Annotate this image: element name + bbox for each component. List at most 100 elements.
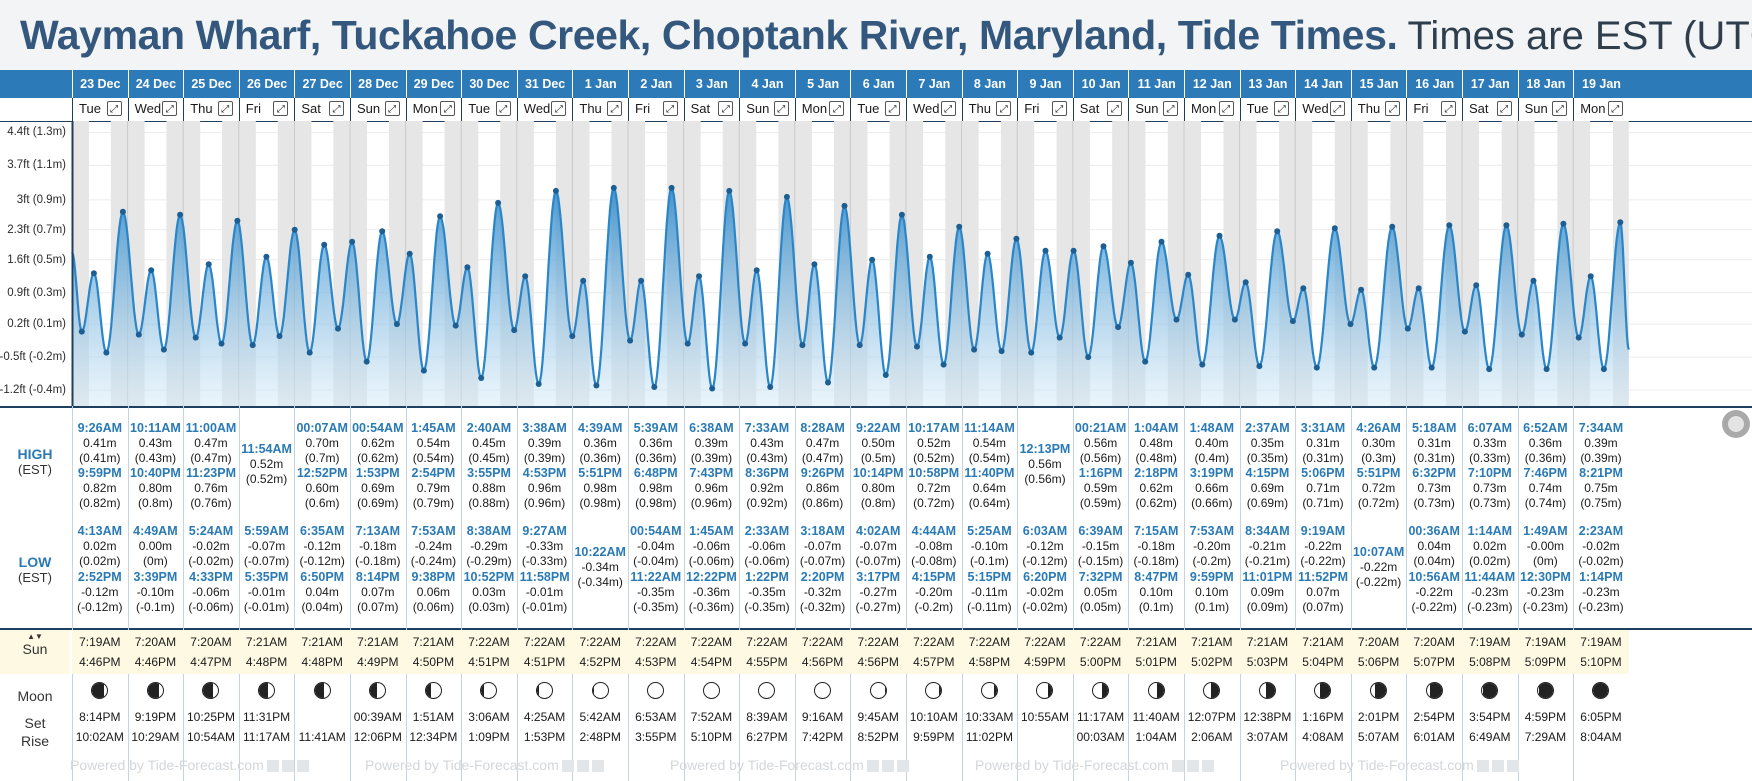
low-tide-point[interactable] <box>160 346 167 353</box>
low-tide-point[interactable] <box>1028 349 1035 356</box>
app-store-badge-icon[interactable] <box>296 760 309 773</box>
high-tide-point[interactable] <box>1473 282 1480 289</box>
high-tide-point[interactable] <box>119 208 126 215</box>
app-store-badge-icon[interactable] <box>591 760 604 773</box>
low-tide-point[interactable] <box>1486 366 1493 373</box>
high-tide-point[interactable] <box>291 226 298 233</box>
high-tide-point[interactable] <box>349 238 356 245</box>
high-tide-point[interactable] <box>926 253 933 260</box>
expand-icon[interactable]: ⤢ <box>996 101 1012 116</box>
low-tide-point[interactable] <box>856 342 863 349</box>
low-tide-point[interactable] <box>478 375 485 381</box>
expand-icon[interactable]: ⤢ <box>606 101 622 116</box>
high-tide-point[interactable] <box>1042 247 1049 254</box>
app-store-badge-icon[interactable] <box>281 760 294 773</box>
low-tide-point[interactable] <box>335 325 341 332</box>
high-tide-point[interactable] <box>1587 273 1594 280</box>
expand-icon[interactable]: ⤢ <box>273 101 289 116</box>
high-tide-point[interactable] <box>234 217 241 224</box>
high-tide-point[interactable] <box>1530 277 1537 284</box>
high-tide-point[interactable] <box>783 193 790 200</box>
expand-icon[interactable]: ⤢ <box>884 101 900 116</box>
low-tide-point[interactable] <box>1347 321 1354 328</box>
low-tide-point[interactable] <box>276 333 283 340</box>
high-tide-point[interactable] <box>1274 228 1281 235</box>
expand-icon[interactable]: ⤢ <box>1552 101 1568 116</box>
expand-icon[interactable]: ⤢ <box>773 101 789 116</box>
low-tide-point[interactable] <box>1461 328 1468 335</box>
low-tide-point[interactable] <box>1371 364 1378 371</box>
app-store-badge-icon[interactable] <box>1476 760 1489 773</box>
low-tide-point[interactable] <box>1404 325 1411 332</box>
low-tide-point[interactable] <box>593 382 600 389</box>
high-tide-point[interactable] <box>177 211 184 218</box>
low-tide-point[interactable] <box>452 322 459 329</box>
expand-icon[interactable]: ⤢ <box>217 101 233 116</box>
expand-icon[interactable]: ⤢ <box>718 101 734 116</box>
app-store-badge-icon[interactable] <box>266 760 279 773</box>
high-tide-point[interactable] <box>956 223 963 230</box>
app-store-badge-icon[interactable] <box>561 760 574 773</box>
high-tide-point[interactable] <box>1242 279 1249 286</box>
low-tide-point[interactable] <box>1173 316 1180 323</box>
high-tide-point[interactable] <box>753 267 760 274</box>
high-tide-point[interactable] <box>1013 235 1020 242</box>
expand-icon[interactable]: ⤢ <box>1385 101 1401 116</box>
app-store-badge-icon[interactable] <box>1491 760 1504 773</box>
expand-icon[interactable]: ⤢ <box>551 101 567 116</box>
low-tide-point[interactable] <box>914 343 920 350</box>
high-tide-point[interactable] <box>1358 286 1365 293</box>
app-store-badge-icon[interactable] <box>576 760 589 773</box>
low-tide-point[interactable] <box>393 321 400 328</box>
app-store-badge-icon[interactable] <box>1171 760 1184 773</box>
high-tide-point[interactable] <box>668 184 675 191</box>
high-tide-point[interactable] <box>1415 285 1422 292</box>
expand-icon[interactable]: ⤢ <box>1051 101 1067 116</box>
low-tide-point[interactable] <box>420 367 427 374</box>
high-tide-point[interactable] <box>1389 223 1396 230</box>
expand-icon[interactable]: ⤢ <box>829 101 845 116</box>
high-tide-point[interactable] <box>205 261 212 268</box>
low-tide-point[interactable] <box>1115 324 1122 331</box>
low-tide-point[interactable] <box>1543 366 1550 373</box>
high-tide-point[interactable] <box>1560 220 1567 227</box>
low-tide-point[interactable] <box>135 331 142 338</box>
expand-icon[interactable]: ⤢ <box>384 101 400 116</box>
app-store-badge-icon[interactable] <box>896 760 909 773</box>
high-tide-point[interactable] <box>1617 219 1624 226</box>
high-tide-point[interactable] <box>869 256 876 263</box>
expand-icon[interactable]: ⤢ <box>1162 101 1178 116</box>
high-tide-point[interactable] <box>726 187 733 194</box>
expand-icon[interactable]: ⤢ <box>1607 101 1623 116</box>
scroll-logo-icon[interactable] <box>1722 410 1750 438</box>
app-store-badge-icon[interactable] <box>866 760 879 773</box>
expand-icon[interactable]: ⤢ <box>1496 101 1512 116</box>
high-tide-point[interactable] <box>1503 222 1510 229</box>
low-tide-point[interactable] <box>627 337 634 344</box>
low-tide-point[interactable] <box>1142 358 1149 365</box>
expand-icon[interactable]: ⤢ <box>940 101 956 116</box>
low-tide-point[interactable] <box>651 384 658 390</box>
low-tide-point[interactable] <box>306 349 313 356</box>
high-tide-point[interactable] <box>495 199 502 206</box>
expand-icon[interactable]: ⤢ <box>662 101 678 116</box>
expand-icon[interactable]: ⤢ <box>1329 101 1345 116</box>
high-tide-point[interactable] <box>437 213 444 220</box>
low-tide-point[interactable] <box>1256 363 1263 370</box>
expand-icon[interactable]: ⤢ <box>106 101 122 116</box>
high-tide-point[interactable] <box>898 211 905 218</box>
high-tide-point[interactable] <box>406 250 413 257</box>
low-tide-point[interactable] <box>971 346 978 353</box>
high-tide-point[interactable] <box>321 241 328 248</box>
low-tide-point[interactable] <box>78 328 85 335</box>
high-tide-point[interactable] <box>580 277 587 284</box>
high-tide-point[interactable] <box>1070 247 1077 254</box>
high-tide-point[interactable] <box>90 270 97 277</box>
high-tide-point[interactable] <box>1300 285 1307 292</box>
low-tide-point[interactable] <box>249 342 256 349</box>
low-tide-point[interactable] <box>825 379 831 386</box>
app-store-badge-icon[interactable] <box>881 760 894 773</box>
high-tide-point[interactable] <box>1216 232 1223 239</box>
low-tide-point[interactable] <box>192 334 199 341</box>
expand-icon[interactable]: ⤢ <box>495 101 511 116</box>
